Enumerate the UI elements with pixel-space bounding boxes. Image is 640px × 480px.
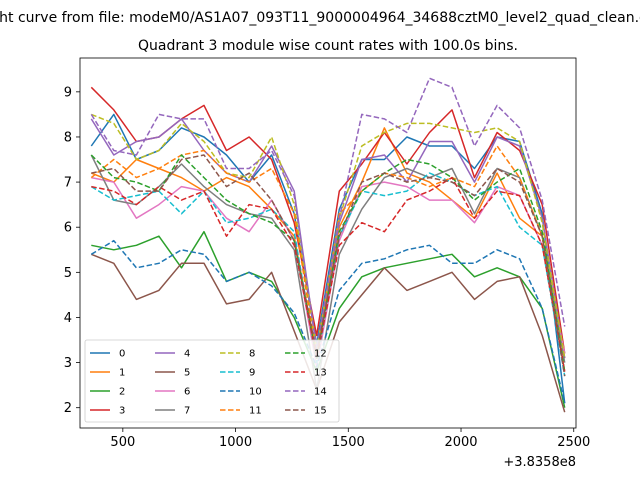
x-tick-label: 2500 [557,435,590,450]
figure-suptitle: Light curve from file: modeM0/AS1A07_093… [0,10,640,26]
y-tick-label: 7 [64,176,72,191]
series-line-10 [90,239,566,404]
legend-box [84,339,340,423]
legend-label: 5 [184,368,190,379]
legend-label: 2 [119,387,125,398]
y-tick-label: 3 [64,356,72,371]
legend-label: 9 [249,368,255,379]
y-tick-label: 4 [64,311,72,326]
legend-label: 1 [119,368,125,379]
x-tick-label: 1000 [219,435,252,450]
legend-label: 13 [314,368,327,379]
legend-label: 10 [249,387,262,398]
axis-layer: 500 1000 1500 2000 2500 2 3 4 5 6 7 8 9 [64,85,591,450]
legend-label: 0 [119,349,125,360]
y-tick-label: 9 [64,85,72,100]
legend-label: 4 [184,349,190,360]
legend-label: 7 [184,406,190,417]
series-line-14 [90,77,566,350]
y-tick-label: 6 [64,221,72,236]
y-tick-label: 5 [64,266,72,281]
x-tick-label: 1500 [332,435,365,450]
legend-label: 12 [314,349,327,360]
x-tick-label: 500 [110,435,135,450]
series-line-15 [91,154,566,377]
legend-label: 8 [249,349,255,360]
legend-label: 11 [249,406,262,417]
legend-label: 3 [119,406,125,417]
x-offset-label: +3.8358e8 [503,455,576,470]
series-line-13 [91,176,566,372]
legend-label: 6 [184,387,190,398]
x-tick-label: 2000 [444,435,477,450]
legend-label: 14 [314,387,327,398]
series-line-0 [90,113,566,404]
y-tick-label: 2 [64,401,72,416]
legend-label: 15 [314,406,327,417]
y-tick-label: 8 [64,130,72,145]
plot-frame [79,57,577,429]
series-line-8 [91,113,566,359]
chart-title: Quadrant 3 module wise count rates with … [138,38,518,54]
